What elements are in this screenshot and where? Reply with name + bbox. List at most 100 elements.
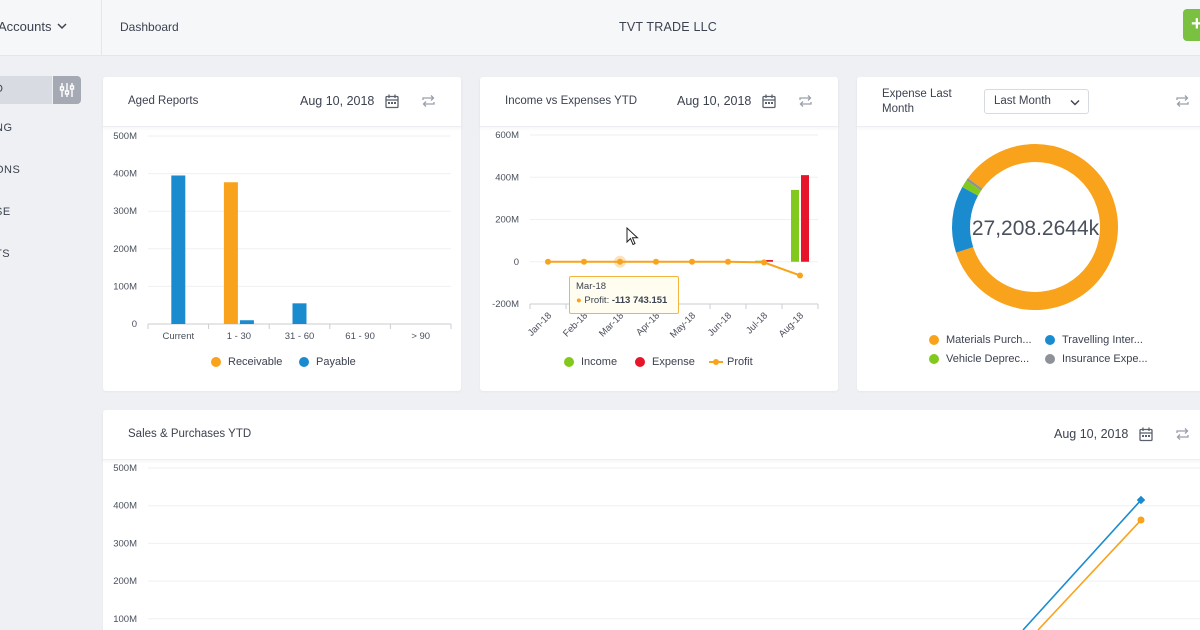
sidebar-item-label[interactable]: TS [0,248,11,260]
data-point [725,258,731,265]
y-tick-label: 400M [495,172,519,183]
sidebar-item-label[interactable]: NG [0,122,13,134]
legend-label: Payable [316,356,356,368]
legend-label: Travelling Inter... [1062,334,1143,346]
x-tick-label: Current [162,331,194,342]
y-tick-label: 500M [113,131,137,142]
legend-label: Expense [652,356,695,368]
legend-swatch [564,357,574,367]
sidebar-settings-button[interactable] [53,76,81,104]
y-tick-label: 500M [113,463,137,474]
legend-item[interactable]: Receivable [211,356,282,368]
x-tick-label: Aug-18 [777,310,806,339]
bar [292,303,307,324]
legend-swatch [709,359,723,365]
refresh-icon[interactable] [798,94,813,108]
sales-purchases-chart: 500M 400M 300M 200M 100M [113,463,1200,630]
company-name: TVT TRADE LLC [619,20,717,34]
legend-item[interactable]: Insurance Expe... [1045,353,1148,365]
legend-item[interactable]: Vehicle Deprec... [929,353,1029,365]
data-point [545,258,551,265]
y-tick-label: 400M [113,169,137,180]
aged-reports-chart: 0 100M 200M 300M 400M 500M Current 1 - 30 31 - 6… [113,131,452,342]
card-header: Sales & Purchases YTD Aug 10, 2018 [103,410,1200,460]
series-line [548,260,801,277]
refresh-icon[interactable] [1175,427,1190,441]
refresh-icon[interactable] [1175,94,1190,108]
bar [755,260,763,262]
legend-label: Profit [727,356,753,368]
data-point [797,272,803,279]
bar [223,182,238,324]
card-title: Aged Reports [128,95,199,107]
calendar-icon[interactable] [1139,427,1153,442]
sales-purchases-card: Sales & Purchases YTD Aug 10, 2018 500M 4… [103,410,1200,630]
x-tick-label: Mar-18 [597,310,626,339]
tooltip-period: Mar-18 [576,281,607,292]
bar [801,175,809,262]
y-tick-label: 200M [113,576,137,587]
data-point [761,259,767,266]
series-line [1022,499,1142,630]
legend-item[interactable]: Materials Purch... [929,334,1032,346]
legend-item[interactable]: Expense [635,356,695,368]
y-tick-label: 200M [495,215,519,226]
chevron-down-icon [1070,100,1080,106]
pie-slice [956,144,1118,310]
plus-icon: + [1191,13,1200,35]
bar [765,260,773,262]
donut-center-value: 27,208.2644k [971,217,1100,240]
legend-item[interactable]: Payable [299,356,356,368]
legend-item[interactable]: Travelling Inter... [1045,334,1143,346]
x-tick-label: 31 - 60 [285,331,315,342]
report-date[interactable]: Aug 10, 2018 [677,94,752,108]
tooltip-label: Profit: [584,295,610,306]
bar [239,320,254,324]
mouse-cursor-icon [626,227,639,246]
add-button[interactable]: + [1183,9,1200,41]
sidebar-item-label[interactable]: ONS [0,164,21,176]
legend-swatch [211,357,221,367]
refresh-icon[interactable] [421,94,436,108]
y-tick-label: -200M [492,299,519,310]
card-title: Expense Last Month [882,87,952,117]
y-tick-label: 300M [113,538,137,549]
report-date[interactable]: Aug 10, 2018 [1054,427,1129,441]
tooltip-value: -113 743.151 [611,295,668,306]
accounts-switcher[interactable]: Accounts [0,0,102,56]
accounts-label: Accounts [0,19,52,34]
legend-item[interactable]: Profit [709,356,753,368]
legend-label: Vehicle Deprec... [946,353,1030,365]
period-select-value: Last Month [994,95,1051,107]
y-tick-label: 300M [113,206,137,217]
legend-swatch [1045,335,1055,345]
period-select[interactable]: Last Month [984,89,1089,114]
chevron-down-icon [57,23,67,30]
expense-last-month-card: Expense Last Month Last Month 27,208.264… [857,77,1200,391]
y-tick-label: 200M [113,244,137,255]
report-date[interactable]: Aug 10, 2018 [300,94,375,108]
breadcrumb[interactable]: Dashboard [120,20,179,34]
pie-slice [952,187,979,253]
y-tick-label: 400M [113,501,137,512]
x-tick-label: Feb-18 [561,310,590,339]
x-tick-label: > 90 [411,331,430,342]
card-title: Income vs Expenses YTD [505,95,638,107]
sidebar-item-label[interactable]: SE [0,206,11,218]
card-header: Aged Reports Aug 10, 2018 [103,77,461,127]
sidebar-item-dashboard[interactable] [0,76,52,104]
calendar-icon[interactable] [385,94,399,109]
legend-swatch [635,357,645,367]
x-tick-label: 61 - 90 [345,331,375,342]
bar [791,189,799,262]
legend-swatch [929,335,939,345]
legend-item[interactable]: Income [564,356,617,368]
expense-donut-chart [952,144,1118,310]
data-point [689,258,695,265]
data-point [581,258,587,265]
legend-swatch [1045,354,1055,364]
data-point [617,258,623,265]
calendar-icon[interactable] [762,94,776,109]
x-tick-label: Apr-18 [634,310,662,338]
x-tick-label: Jun-18 [706,310,734,338]
